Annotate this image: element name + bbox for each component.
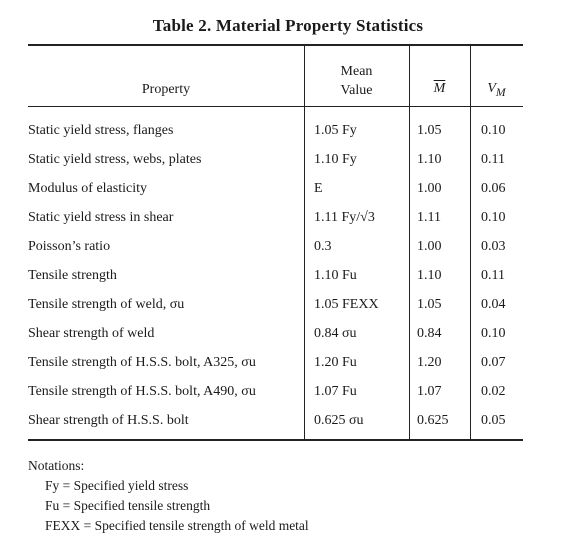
- row-mean-value: 0.625 σu: [314, 413, 364, 428]
- row-mean-value: 0.84 σu: [314, 326, 357, 341]
- bottom-rule: [28, 439, 523, 441]
- table-row: Modulus of elasticity E 1.00 0.06: [0, 179, 576, 208]
- row-mean-value: 1.10 Fu: [314, 268, 357, 283]
- row-property: Poisson’s ratio: [28, 239, 111, 254]
- table-row: Poisson’s ratio 0.3 1.00 0.03: [0, 237, 576, 266]
- row-vm: 0.05: [481, 413, 506, 428]
- column-divider-3: [470, 44, 471, 440]
- header-property: Property: [141, 82, 191, 97]
- row-mean-value: 1.10 Fy: [314, 152, 357, 167]
- row-m-bar: 1.07: [417, 384, 442, 399]
- row-mean-value: 1.07 Fu: [314, 384, 357, 399]
- row-m-bar: 1.00: [417, 181, 442, 196]
- table-row: Shear strength of weld 0.84 σu 0.84 0.10: [0, 324, 576, 353]
- table-row: Tensile strength 1.10 Fu 1.10 0.11: [0, 266, 576, 295]
- header-mean-line1: Mean: [340, 64, 373, 79]
- row-m-bar: 0.84: [417, 326, 442, 341]
- table-row: Shear strength of H.S.S. bolt 0.625 σu 0.6…: [0, 411, 576, 440]
- row-vm: 0.10: [481, 326, 506, 341]
- notations-heading: Notations:: [28, 458, 85, 473]
- row-m-bar: 1.05: [417, 123, 442, 138]
- row-vm: 0.10: [481, 123, 506, 138]
- column-divider-2: [409, 44, 410, 440]
- row-mean-value: E: [314, 181, 323, 196]
- row-vm: 0.11: [481, 268, 505, 283]
- row-m-bar: 1.05: [417, 297, 442, 312]
- notation-item: FEXX = Specified tensile strength of wel…: [45, 518, 309, 533]
- table-row: Tensile strength of H.S.S. bolt, A490, σ…: [0, 382, 576, 411]
- table-title: Table 2. Material Property Statistics: [152, 16, 424, 35]
- row-mean-value: 1.11 Fy/√3: [314, 210, 375, 225]
- row-m-bar: 1.10: [417, 152, 442, 167]
- row-vm: 0.07: [481, 355, 506, 370]
- row-mean-value: 0.3: [314, 239, 332, 254]
- table-row: Static yield stress, flanges 1.05 Fy 1.05 0…: [0, 121, 576, 150]
- row-vm: 0.02: [481, 384, 506, 399]
- notation-item: Fu = Specified tensile strength: [45, 498, 211, 513]
- row-property: Static yield stress, webs, plates: [28, 152, 202, 167]
- table-row: Static yield stress in shear 1.11 Fy/√3 1.…: [0, 208, 576, 237]
- header-mean-line2: Value: [340, 83, 373, 98]
- table-row: Static yield stress, webs, plates 1.10 Fy…: [0, 150, 576, 179]
- notations: Notations: Fy = Specified yield stress F…: [28, 456, 309, 536]
- row-property: Static yield stress in shear: [28, 210, 174, 225]
- table-row: Tensile strength of weld, σu 1.05 FEXX 1.0…: [0, 295, 576, 324]
- row-vm: 0.06: [481, 181, 506, 196]
- row-property: Tensile strength of H.S.S. bolt, A490, σ…: [28, 384, 256, 399]
- row-property: Tensile strength: [28, 268, 117, 283]
- row-property: Tensile strength of weld, σu: [28, 297, 185, 312]
- row-vm: 0.11: [481, 152, 505, 167]
- header-m-bar: M: [433, 81, 446, 96]
- row-m-bar: 1.10: [417, 268, 442, 283]
- top-rule: [28, 44, 523, 46]
- row-property: Tensile strength of H.S.S. bolt, A325, σ…: [28, 355, 256, 370]
- row-m-bar: 1.00: [417, 239, 442, 254]
- row-m-bar: 0.625: [417, 413, 449, 428]
- notation-item: Fy = Specified yield stress: [45, 478, 189, 493]
- row-vm: 0.04: [481, 297, 506, 312]
- row-mean-value: 1.05 Fy: [314, 123, 357, 138]
- header-rule: [28, 106, 523, 107]
- header-mean-value: Mean Value: [304, 62, 409, 100]
- table-row: Tensile strength of H.S.S. bolt, A325, σ…: [0, 353, 576, 382]
- row-m-bar: 1.20: [417, 355, 442, 370]
- column-divider-1: [304, 44, 305, 440]
- header-vm: VM: [487, 81, 506, 99]
- row-mean-value: 1.20 Fu: [314, 355, 357, 370]
- row-property: Shear strength of H.S.S. bolt: [28, 413, 189, 428]
- row-vm: 0.03: [481, 239, 506, 254]
- row-property: Modulus of elasticity: [28, 181, 147, 196]
- row-mean-value: 1.05 FEXX: [314, 297, 379, 312]
- row-m-bar: 1.11: [417, 210, 441, 225]
- row-property: Static yield stress, flanges: [28, 123, 174, 138]
- row-property: Shear strength of weld: [28, 326, 155, 341]
- row-vm: 0.10: [481, 210, 506, 225]
